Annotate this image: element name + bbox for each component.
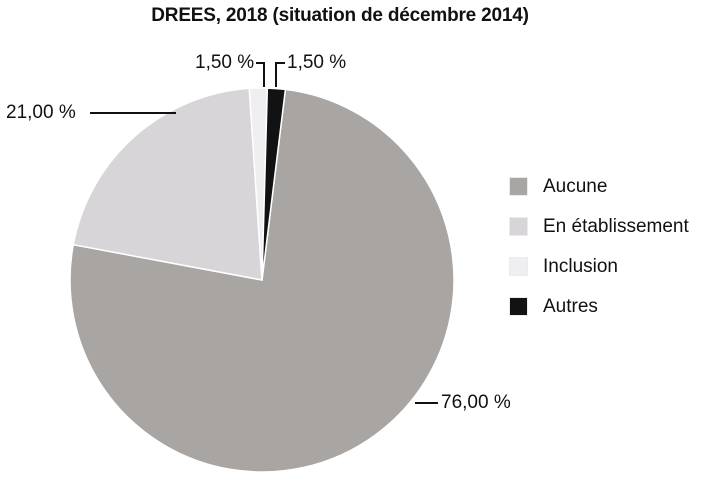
leader-lines xyxy=(90,62,438,404)
legend-label-inclusion: Inclusion xyxy=(543,255,618,277)
chart-title: DREES, 2018 (situation de décembre 2014) xyxy=(151,5,529,26)
callout-label-autres: 1,50 % xyxy=(287,52,347,73)
leader-line-autres xyxy=(275,62,285,87)
legend-label-autres: Autres xyxy=(543,295,598,317)
callout-label-en-etablissement: 21,00 % xyxy=(6,102,76,123)
legend-swatch-aucune xyxy=(510,178,527,195)
callout-label-aucune: 76,00 % xyxy=(441,392,511,413)
leader-line-inclusion xyxy=(256,62,265,87)
legend-swatch-autres xyxy=(510,298,527,315)
legend-item-aucune: Aucune xyxy=(510,175,689,198)
pie-slices xyxy=(69,87,455,473)
legend-swatch-en-etablissement xyxy=(510,218,527,235)
legend-label-aucune: Aucune xyxy=(543,175,608,197)
legend-item-autres: Autres xyxy=(510,295,689,318)
callout-label-inclusion: 1,50 % xyxy=(195,52,255,73)
pie-slice-autres xyxy=(261,87,287,281)
pie-slice-en-tablissement xyxy=(72,87,263,281)
legend-item-en-etablissement: En établissement xyxy=(510,215,689,238)
legend: Aucune En établissement Inclusion Autres xyxy=(510,175,689,318)
legend-label-en-etablissement: En établissement xyxy=(543,215,689,237)
legend-swatch-inclusion xyxy=(510,258,527,275)
legend-item-inclusion: Inclusion xyxy=(510,255,689,278)
